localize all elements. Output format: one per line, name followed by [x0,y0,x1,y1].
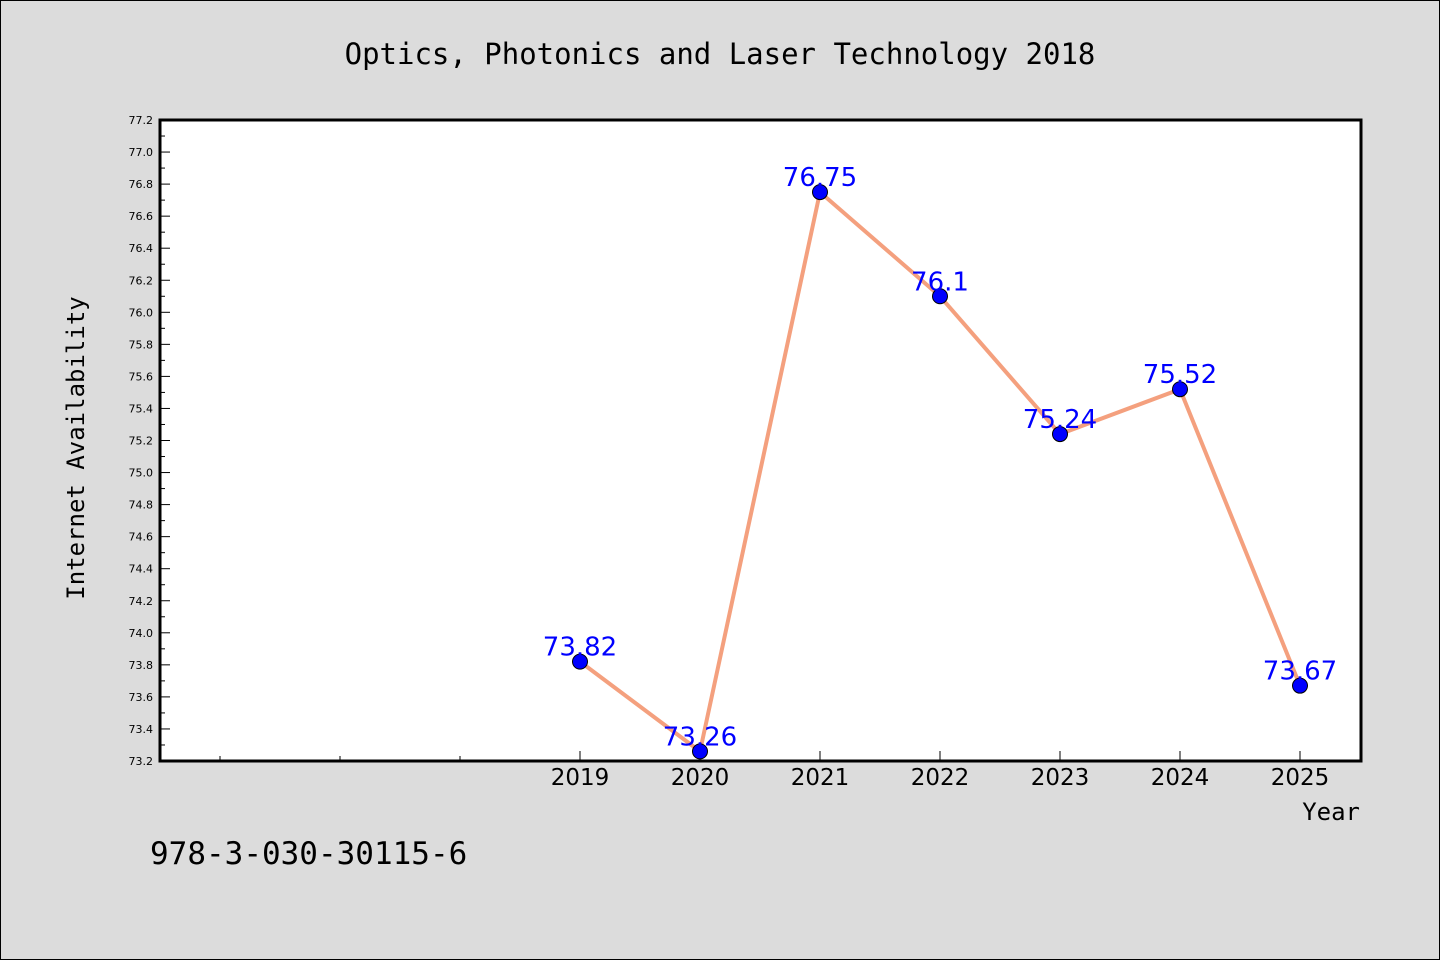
y-tick-label: 73.2 [129,755,154,768]
y-tick-label: 73.8 [129,659,154,672]
y-tick-label: 75.8 [129,338,154,351]
y-tick-label: 74.8 [129,499,154,512]
data-point [1292,677,1308,694]
y-tick-label: 76.6 [129,210,154,223]
x-tick-label: 2019 [551,765,610,791]
data-label: 75.52 [1143,360,1217,390]
y-tick-label: 74.0 [129,627,154,640]
series-group [572,184,1308,760]
data-label: 75.24 [1023,405,1097,435]
isbn-footer: 978-3-030-30115-6 [150,836,467,872]
x-tick-label: 2021 [791,765,850,791]
data-point [1172,381,1188,398]
y-tick-label: 77.0 [129,146,154,159]
data-point [572,653,588,670]
x-axis-ticks: 2019 2020 2021 2022 2023 2024 2025 [219,751,1330,791]
data-point [692,743,708,760]
chart-title: Optics, Photonics and Laser Technology 2… [345,37,1096,71]
x-tick-label: 2020 [671,765,730,791]
y-tick-label: 77.2 [129,114,154,127]
y-axis-label: Internet Availability [62,296,90,599]
data-label: 73.82 [543,633,617,663]
y-tick-label: 75.2 [129,435,154,448]
plot-area [158,118,1363,763]
y-tick-label: 75.0 [129,467,154,480]
x-tick-label: 2025 [1271,765,1330,791]
y-tick-label: 76.4 [129,242,154,255]
y-axis-ticks: 73.2 73.4 73.6 73.8 74.0 74.2 74.4 74.6 74.8 75.0… [129,114,170,768]
x-tick-label: 2022 [911,765,970,791]
y-tick-label: 76.8 [129,178,154,191]
data-point [1052,426,1068,443]
data-label: 73.67 [1263,657,1337,687]
y-tick-label: 75.6 [129,370,154,383]
x-tick-label: 2023 [1031,765,1090,791]
y-tick-label: 75.4 [129,402,154,415]
y-tick-label: 76.2 [129,274,154,287]
data-point [932,288,948,305]
y-tick-label: 76.0 [129,306,154,319]
x-axis-label: Year [1302,798,1360,826]
data-label: 76.75 [783,163,857,193]
y-tick-label: 74.6 [129,531,154,544]
y-tick-label: 74.4 [129,563,154,576]
data-label: 76.1 [911,267,969,297]
data-point [812,184,828,201]
y-tick-label: 74.2 [129,595,154,608]
data-labels: 73.82 73.26 76.75 76.1 75.24 75.52 73.67 [543,163,1337,752]
y-tick-label: 73.4 [129,723,154,736]
data-label: 73.26 [663,722,737,752]
x-tick-label: 2024 [1151,765,1210,791]
y-tick-label: 73.6 [129,691,154,704]
